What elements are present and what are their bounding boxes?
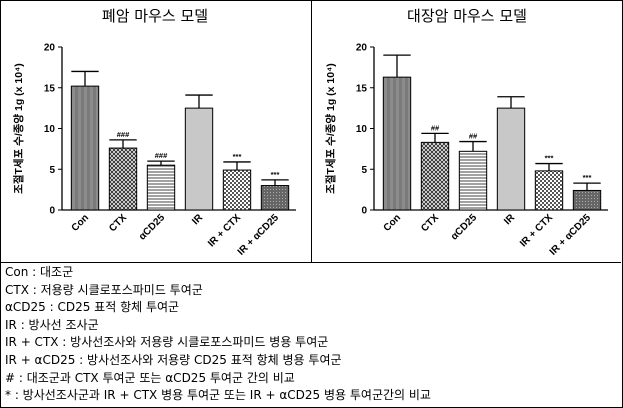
category-label-0: Con — [382, 212, 404, 234]
y-tick-label: 15 — [356, 83, 368, 94]
y-tick-label: 20 — [356, 43, 368, 54]
legend-line-con: Con : 대조군 — [5, 265, 74, 279]
significance-label-4: *** — [545, 154, 554, 163]
legend-line-ir-ctx: IR + CTX : 방사선조사와 저용량 시클로포스파미드 병용 투여군 — [5, 335, 329, 350]
bar-1 — [108, 147, 138, 211]
category-label-1: CTX — [419, 212, 441, 234]
category-label-5: IR + αCD25 — [236, 212, 282, 258]
category-label-2: αCD25 — [449, 212, 480, 243]
bar-3 — [184, 107, 214, 211]
bar-2 — [146, 164, 176, 211]
y-tick-label: 0 — [49, 206, 55, 217]
significance-label-2: ## — [469, 132, 478, 141]
bar-5 — [260, 185, 290, 211]
legend-line-ir-acd25: IR + αCD25 : 방사선조사와 저용량 CD25 표적 항체 병용 투여… — [5, 352, 342, 367]
category-label-4: IR + CTX — [206, 212, 243, 249]
y-tick-label: 20 — [44, 43, 56, 54]
category-label-4: IR + CTX — [518, 212, 555, 249]
category-label-5: IR + αCD25 — [548, 212, 594, 258]
legend-line-star-note: * : 방사선조사군과 IR + CTX 병용 투여군 또는 IR + αCD2… — [5, 388, 431, 403]
bar-1 — [420, 141, 450, 211]
category-label-3: IR — [190, 212, 205, 227]
significance-label-4: *** — [233, 152, 242, 161]
bar-4 — [534, 170, 564, 211]
legend-line-acd25: αCD25 : CD25 표적 항체 투여군 — [5, 300, 180, 315]
legend-line-ctx: CTX : 저용량 시클로포스파미드 투여군 — [5, 282, 203, 297]
bar-3 — [496, 107, 526, 211]
category-label-3: IR — [502, 212, 517, 227]
y-tick-label: 5 — [361, 165, 367, 176]
category-label-2: αCD25 — [137, 212, 168, 243]
panel-title-lung: 폐암 마우스 모델 — [101, 7, 209, 25]
y-axis-label: 조절T세포 수/종양 1g (x 10⁴) — [12, 63, 25, 194]
chart-lung: 조절T세포 수/종양 1g (x 10⁴) 0 5 10 15 20 Con ### CTX ##… — [12, 43, 296, 258]
chart-colon: 조절T세포 수/종양 1g (x 10⁴) 0 5 10 15 20 Con ## CTX ## α… — [324, 43, 608, 258]
y-tick-label: 0 — [361, 206, 367, 217]
legend-line-ir: IR : 방사선 조사군 — [5, 317, 99, 332]
bar-0 — [70, 85, 100, 211]
y-tick-label: 15 — [44, 83, 56, 94]
y-axis-label: 조절T세포 수/종양 1g (x 10⁴) — [324, 63, 337, 194]
y-tick-label: 10 — [356, 124, 368, 135]
bar-2 — [458, 150, 488, 211]
bar-4 — [222, 169, 252, 211]
significance-label-5: *** — [271, 170, 280, 179]
y-tick-label: 5 — [49, 165, 55, 176]
bar-5 — [572, 189, 602, 211]
significance-label-1: ## — [431, 123, 440, 132]
legend-divider — [0, 262, 621, 263]
legend-box: Con : 대조군 CTX : 저용량 시클로포스파미드 투여군 αCD25 :… — [5, 264, 617, 405]
panel-divider — [311, 0, 312, 262]
y-tick-label: 10 — [44, 124, 56, 135]
panel-title-colon: 대장암 마우스 모델 — [407, 7, 527, 25]
significance-label-1: ### — [117, 130, 130, 139]
category-label-0: Con — [70, 212, 92, 234]
legend-line-hash-note: # : 대조군과 CTX 투여군 또는 αCD25 투여군 간의 비교 — [5, 370, 295, 385]
bar-0 — [382, 76, 412, 211]
significance-label-2: ### — [155, 151, 168, 160]
significance-label-5: *** — [583, 173, 592, 182]
category-label-1: CTX — [107, 212, 129, 234]
